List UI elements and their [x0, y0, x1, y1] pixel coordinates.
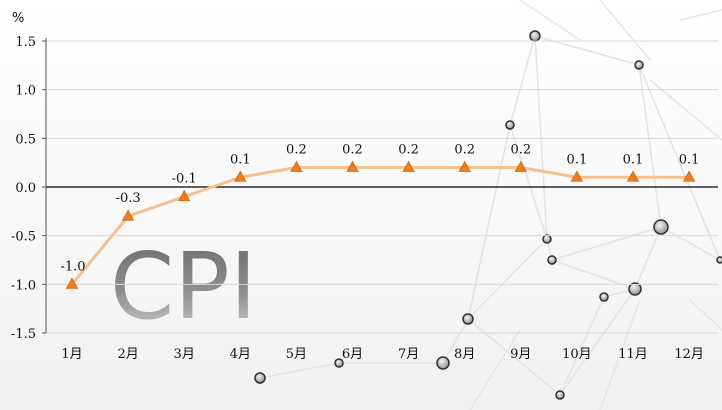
data-point-label: 0.2 [342, 143, 363, 158]
data-point-label: -1.0 [60, 259, 85, 274]
y-axis-unit: % [12, 11, 24, 26]
x-tick-label: 10月 [562, 347, 592, 362]
network-edge [519, 0, 581, 41]
data-point-marker [626, 170, 640, 182]
cpi-series-line [70, 166, 690, 286]
x-tick-label: 2月 [117, 347, 138, 362]
y-tick-label: 0.5 [15, 132, 36, 147]
network-node [542, 234, 552, 244]
data-point-marker [121, 209, 135, 221]
network-edge [689, 299, 722, 331]
y-tick-label: 1.0 [15, 84, 36, 99]
network-edge [509, 124, 548, 240]
data-labels: -1.0 -0.3 -0.1 0.1 0.2 0.2 0.2 0.2 0.2 0.1 0.1 0.1 [60, 143, 699, 275]
x-tick-label: 5月 [286, 347, 307, 362]
x-tick-label: 4月 [230, 347, 251, 362]
network-node [436, 356, 450, 370]
x-tick-label: 7月 [398, 347, 419, 362]
cpi-series-markers [65, 160, 696, 289]
cpi-watermark: CPI [110, 233, 257, 340]
data-point-label: 0.1 [567, 152, 588, 167]
data-point-label: 0.2 [454, 143, 475, 158]
data-point-label: 0.2 [286, 143, 307, 158]
network-node [547, 255, 557, 265]
network-node [653, 219, 669, 235]
data-point-label: 0.1 [623, 152, 644, 167]
network-edge [509, 35, 536, 126]
network-edge [638, 64, 662, 228]
network-edge [599, 299, 641, 410]
x-tick-label: 9月 [510, 347, 531, 362]
data-point-marker [570, 170, 584, 182]
network-edge [469, 329, 521, 410]
data-point-label: 0.2 [510, 143, 531, 158]
data-point-marker [290, 160, 303, 172]
y-tick-label: 0.0 [15, 181, 36, 196]
data-point-label: -0.1 [172, 172, 197, 187]
x-tick-label: 1月 [61, 347, 82, 362]
data-point-marker [178, 189, 191, 202]
network-edge [638, 64, 721, 261]
network-edge [442, 318, 469, 364]
network-node [254, 372, 266, 384]
y-tick-label: -1.0 [11, 278, 36, 293]
x-tick-label: 11月 [618, 347, 648, 362]
x-tick-label: 6月 [342, 347, 363, 362]
network-node [462, 313, 474, 325]
network-edge [599, 0, 651, 61]
network-node [628, 282, 642, 296]
network-edge [634, 226, 662, 290]
x-tick-label: 3月 [174, 347, 195, 362]
network-edge [660, 226, 721, 261]
y-axis-ticks: 1.5 1.0 0.5 0.0 -0.5 -1.0 -1.5 [11, 35, 46, 342]
data-point-marker [65, 277, 79, 289]
network-edge [679, 9, 722, 21]
gridlines [46, 40, 718, 334]
network-node [634, 60, 644, 70]
y-tick-label: 1.5 [15, 35, 36, 50]
data-point-marker [402, 160, 415, 172]
data-point-marker [234, 170, 247, 182]
data-point-label: -0.3 [116, 191, 141, 206]
data-point-marker [682, 170, 696, 182]
data-point-marker [514, 160, 527, 172]
network-edge [467, 318, 561, 396]
network-edge [559, 296, 605, 396]
network-edge [467, 124, 511, 320]
network-edge [534, 35, 548, 240]
network-background [254, 0, 722, 410]
network-edge [259, 362, 340, 379]
network-edge [559, 288, 636, 396]
network-node [716, 256, 722, 264]
x-axis-ticks: 1月 2月 3月 4月 5月 6月 7月 8月 9月 10月 11月 12月 [61, 347, 704, 362]
y-tick-label: -1.5 [11, 327, 36, 342]
data-point-label: 0.2 [398, 143, 419, 158]
network-node [599, 292, 609, 302]
x-tick-label: 8月 [454, 347, 475, 362]
y-tick-label: -0.5 [11, 230, 36, 245]
network-node [529, 30, 541, 42]
data-point-marker [458, 160, 471, 172]
network-edge [551, 226, 662, 261]
network-node [505, 120, 515, 130]
network-node [334, 358, 344, 368]
data-point-label: 0.1 [230, 152, 251, 167]
x-tick-label: 12月 [674, 347, 704, 362]
network-node [555, 390, 565, 400]
data-point-marker [346, 160, 359, 172]
network-edge [467, 238, 548, 320]
data-point-label: 0.1 [679, 152, 700, 167]
